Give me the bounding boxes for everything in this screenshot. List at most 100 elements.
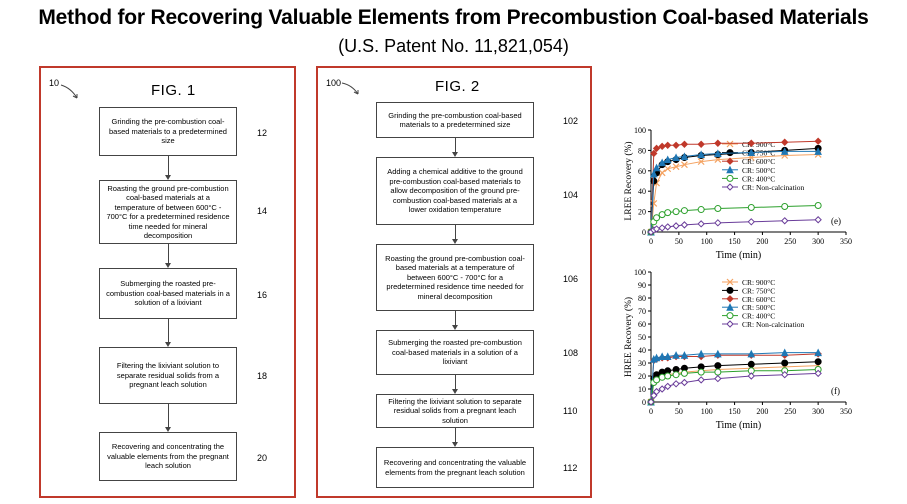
fig1-step-num: 16 (257, 290, 268, 300)
fig2-arrow (455, 225, 456, 240)
data-point (650, 149, 658, 158)
x-tick-label: 0 (649, 407, 653, 416)
data-point (658, 224, 666, 232)
data-point (649, 169, 658, 178)
data-point (664, 372, 672, 380)
data-point (672, 208, 680, 216)
fig2-ref-arrow (341, 82, 359, 95)
data-point (714, 219, 722, 227)
data-point (664, 165, 672, 173)
data-point (714, 139, 722, 147)
fig1-arrow (168, 244, 169, 264)
fig2-arrowhead (452, 239, 458, 244)
legend-marker (726, 165, 734, 174)
fig2-step-num: 104 (563, 190, 579, 200)
legend-label: CR: 900°C (742, 140, 775, 149)
fig2-step-recover: Recovering and concentrating the valuabl… (376, 447, 534, 488)
fig1-step-recover: Recovering and concentrating the valuabl… (99, 432, 237, 481)
fig1-arrowhead (165, 263, 171, 268)
legend-marker (726, 303, 734, 311)
x-tick-label: 300 (812, 237, 824, 246)
legend-marker (726, 278, 734, 286)
x-tick-label: 150 (729, 407, 741, 416)
legend-label: CR: Non-calcination (742, 183, 805, 192)
data-point (781, 203, 789, 210)
data-point (652, 353, 661, 362)
data-point (672, 163, 680, 171)
legend-marker (726, 286, 734, 294)
legend-marker (726, 140, 734, 148)
fig1-step-grind: Grinding the pre-combustion coal-based m… (99, 107, 237, 156)
x-tick-label: 350 (840, 407, 852, 416)
legend-label: CR: 500°C (742, 166, 775, 175)
data-point (672, 371, 680, 379)
x-tick-label: 250 (784, 407, 796, 416)
y-tick-label: 10 (638, 385, 646, 394)
x-tick-label: 200 (756, 237, 768, 246)
data-point (781, 359, 789, 367)
fig2-ref: 100 (326, 78, 342, 88)
data-point (653, 376, 661, 384)
fig2-step-filter: Filtering the lixiviant solution to sepa… (376, 394, 534, 428)
fig1-panel: 10 FIG. 1 Grinding the pre-combustion co… (39, 66, 296, 498)
data-point (652, 387, 661, 396)
data-point (658, 352, 666, 360)
y-tick-label: 20 (638, 372, 646, 381)
data-point (652, 163, 661, 172)
y-tick-label: 30 (638, 359, 646, 368)
y-tick-label: 70 (638, 307, 646, 316)
data-point (664, 382, 672, 391)
fig2-arrow (455, 138, 456, 153)
fig1-step-num: 20 (257, 453, 268, 463)
x-tick-label: 150 (729, 237, 741, 246)
fig1-step-roast: Roasting the ground pre-combustion coal-… (99, 180, 237, 244)
x-axis-label: Time (min) (716, 420, 761, 431)
fig1-step-num: 12 (257, 128, 268, 138)
data-point (681, 161, 688, 169)
data-point (714, 368, 722, 376)
fig2-panel: 100 FIG. 2 Grinding the pre-combustion c… (316, 66, 592, 498)
legend-marker (726, 174, 734, 182)
legend-label: CR: 900°C (742, 278, 775, 287)
data-point (814, 348, 822, 357)
data-point (664, 141, 672, 150)
fig2-arrow (455, 375, 456, 390)
data-point (658, 158, 666, 167)
data-point (747, 372, 755, 380)
data-point (714, 205, 722, 213)
y-tick-label: 100 (634, 268, 646, 277)
legend-marker (726, 320, 734, 328)
y-tick-label: 0 (642, 228, 646, 237)
data-point (697, 376, 705, 384)
fig1-title: FIG. 1 (151, 82, 196, 99)
data-point (714, 374, 722, 383)
data-point (814, 147, 822, 155)
data-point (658, 373, 666, 381)
fig1-arrowhead (165, 427, 171, 432)
fig2-step-submerge: Submerging the roasted pre-combustion co… (376, 330, 534, 375)
page-title: Method for Recovering Valuable Elements … (38, 6, 869, 29)
fig2-arrowhead (452, 152, 458, 157)
y-tick-label: 0 (642, 398, 646, 407)
data-point (697, 140, 705, 148)
data-point (814, 369, 822, 378)
data-point (672, 222, 680, 230)
data-point (680, 140, 689, 148)
y-tick-label: 100 (634, 126, 646, 135)
y-tick-label: 20 (638, 208, 646, 217)
y-tick-label: 60 (638, 320, 646, 329)
data-point (664, 209, 672, 217)
legend-marker (726, 183, 734, 191)
x-tick-label: 300 (812, 407, 824, 416)
data-point (680, 152, 689, 161)
data-point (680, 351, 689, 359)
x-tick-label: 50 (675, 237, 683, 246)
data-point (747, 204, 755, 212)
fig1-ref-arrow (60, 84, 78, 99)
y-axis-label: HREE Recovery (%) (623, 297, 634, 377)
data-point (781, 370, 789, 379)
data-point (714, 362, 722, 370)
fig2-arrowhead (452, 325, 458, 330)
hree-recovery-chart: 0 50 100 150 200 250 300 350 0 10 20 30 40 50 60 70 80 90… (623, 268, 852, 431)
legend-marker (726, 295, 734, 303)
